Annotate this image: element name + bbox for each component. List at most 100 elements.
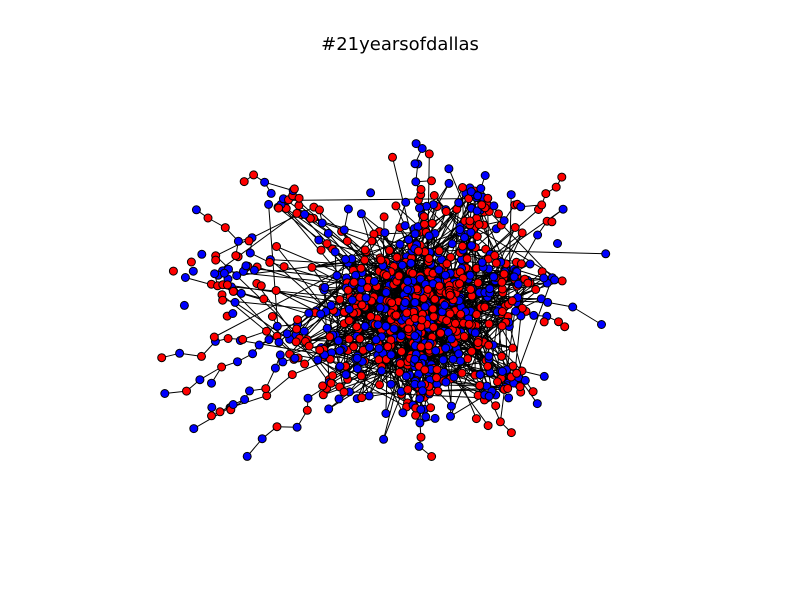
graph-node-red (491, 258, 501, 268)
graph-node-blue (550, 275, 560, 285)
graph-node-red (228, 286, 238, 296)
graph-node-blue (525, 259, 535, 269)
node-layer (157, 139, 611, 461)
graph-node-blue (513, 279, 523, 289)
graph-node-blue (410, 159, 420, 169)
graph-node-red (484, 319, 494, 329)
graph-node-red (197, 351, 206, 361)
graph-node-blue (543, 297, 553, 307)
graph-node-red (244, 236, 254, 246)
graph-node-red (316, 245, 326, 255)
graph-node-blue (330, 247, 340, 257)
graph-node-blue (343, 204, 353, 214)
graph-node-blue (415, 203, 424, 213)
graph-node-blue (352, 353, 362, 363)
graph-node-red (395, 367, 404, 377)
graph-node-blue (403, 276, 413, 286)
graph-node-red (531, 285, 541, 294)
graph-node-red (416, 342, 426, 352)
graph-node-blue (446, 401, 456, 411)
graph-node-blue (191, 205, 201, 215)
graph-node-red (459, 332, 469, 341)
graph-node-red (456, 309, 466, 319)
graph-node-red (423, 284, 433, 294)
graph-edge (323, 348, 457, 396)
graph-node-blue (324, 404, 334, 414)
graph-node-red (424, 149, 434, 159)
graph-node-red (510, 223, 520, 232)
graph-node-blue (414, 441, 424, 451)
graph-node-blue (341, 370, 351, 380)
graph-node-blue (360, 321, 370, 331)
graph-node-red (315, 205, 324, 215)
graph-node-blue (175, 348, 185, 358)
graph-node-blue (395, 239, 405, 249)
graph-node-blue (480, 171, 490, 180)
graph-node-red (211, 255, 221, 265)
graph-node-red (420, 365, 430, 375)
graph-node-red (472, 310, 482, 319)
graph-node-blue (406, 258, 416, 268)
graph-node-red (547, 217, 557, 227)
graph-node-blue (236, 288, 246, 298)
graph-edge (572, 306, 602, 325)
graph-node-red (517, 228, 527, 238)
graph-node-red (420, 219, 429, 229)
graph-node-blue (260, 177, 270, 187)
graph-node-red (375, 380, 384, 390)
graph-node-red (391, 201, 401, 211)
graph-node-blue (418, 386, 427, 396)
graph-node-red (262, 326, 271, 336)
graph-node-blue (274, 337, 284, 347)
graph-node-blue (197, 249, 207, 259)
graph-node-blue (347, 295, 357, 305)
graph-edge (268, 204, 280, 343)
graph-node-red (223, 334, 233, 343)
graph-node-red (215, 407, 225, 417)
graph-node-red (261, 384, 271, 394)
graph-node-blue (300, 209, 310, 219)
graph-node-red (315, 345, 325, 355)
graph-node-red (272, 242, 281, 251)
graph-node-red (433, 386, 443, 396)
graph-node-red (209, 332, 219, 342)
graph-node-blue (441, 343, 451, 353)
graph-node-red (483, 193, 493, 203)
graph-node-red (402, 308, 412, 318)
graph-node-blue (361, 293, 371, 303)
graph-edge (292, 358, 331, 376)
graph-node-blue (320, 282, 330, 292)
graph-node-red (231, 251, 241, 261)
graph-node-red (467, 346, 477, 356)
graph-node-blue (290, 353, 300, 363)
graph-node-blue (597, 320, 606, 329)
graph-node-blue (411, 139, 421, 149)
graph-node-red (541, 189, 551, 199)
graph-node-blue (397, 260, 407, 270)
graph-node-blue (257, 434, 267, 444)
graph-node-red (414, 246, 423, 256)
graph-node-blue (417, 144, 427, 153)
graph-node-blue (371, 335, 381, 345)
graph-node-red (349, 277, 359, 287)
graph-node-blue (381, 321, 391, 331)
graph-node-blue (416, 405, 426, 414)
graph-node-red (342, 236, 352, 246)
graph-node-red (419, 212, 429, 222)
graph-node-blue (489, 272, 499, 282)
graph-edge (317, 359, 407, 408)
graph-node-blue (473, 191, 483, 201)
figure-title: #21yearsofdallas (321, 34, 479, 55)
graph-edge (264, 181, 294, 192)
graph-node-blue (323, 228, 333, 238)
graph-node-blue (444, 164, 454, 174)
graph-node-blue (180, 273, 190, 282)
graph-node-blue (485, 284, 495, 294)
graph-node-red (356, 263, 366, 273)
graph-node-blue (532, 399, 542, 409)
graph-node-blue (506, 190, 516, 200)
graph-node-red (465, 216, 475, 226)
graph-node-blue (228, 309, 238, 318)
graph-node-red (473, 278, 483, 288)
graph-edge (381, 370, 404, 413)
